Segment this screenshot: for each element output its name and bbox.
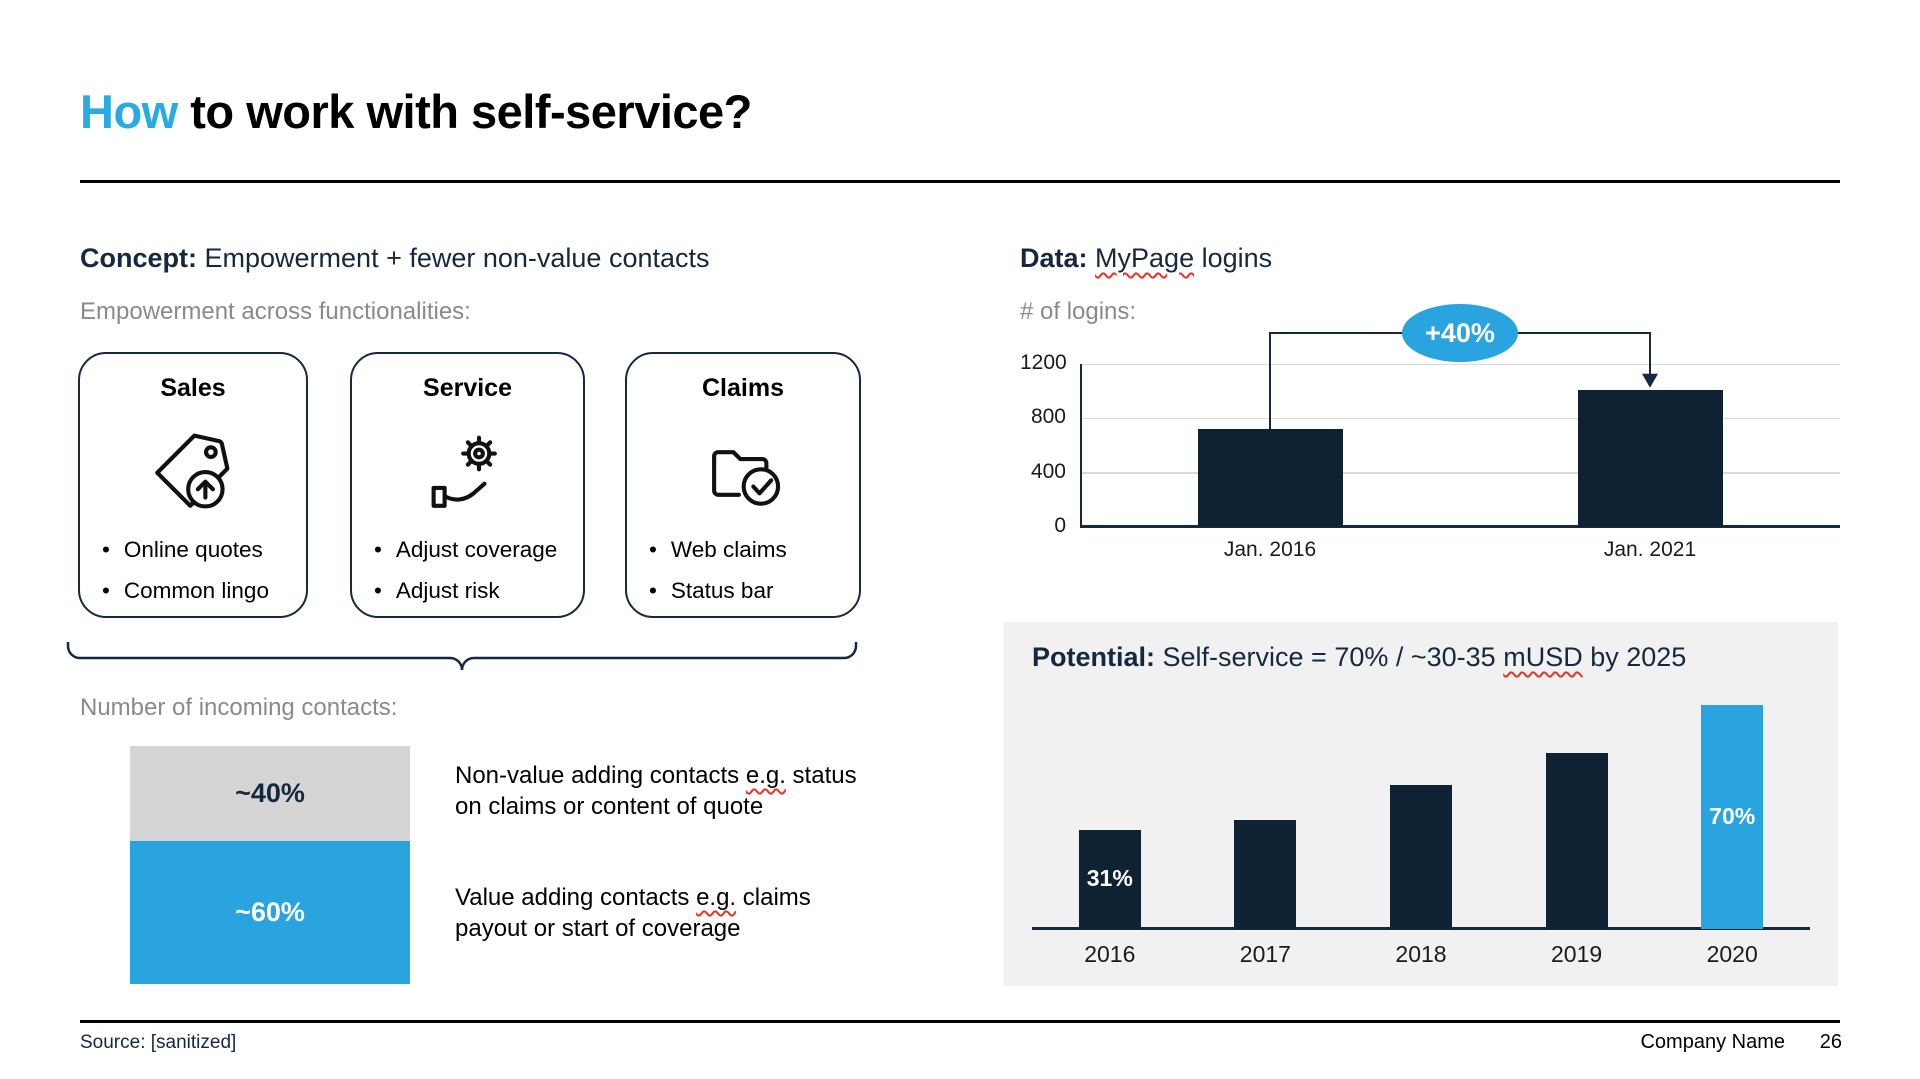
x-tick-label: 2020	[1706, 941, 1758, 967]
potential-heading: Potential: Self-service = 70% / ~30-35 m…	[1032, 642, 1686, 673]
text-segment: mUSD	[1503, 642, 1583, 672]
text-segment: e.g.	[696, 884, 737, 911]
potential-panel: Potential: Self-service = 70% / ~30-35 m…	[1004, 622, 1838, 986]
feature-bullet-list: Online quotes Common lingo	[102, 536, 298, 618]
bar-2017	[1234, 820, 1297, 929]
bullet-item: Online quotes	[102, 536, 298, 564]
company-name: Company Name	[1640, 1031, 1785, 1053]
logins-bar-chart: 0 400 800 1200 Jan. 2016 Jan. 2021 +40%	[1020, 300, 1840, 596]
text-segment: logins	[1194, 243, 1273, 273]
x-tick-label: 2019	[1551, 941, 1603, 967]
bar-value-label: 31%	[1086, 865, 1133, 892]
gridline	[1080, 417, 1840, 420]
data-heading: Data: MyPage logins	[1020, 243, 1272, 274]
text-segment: Data:	[1020, 243, 1088, 273]
value-contacts-description: Value adding contacts e.g. claims payout…	[455, 882, 885, 944]
hand-gear-icon	[352, 412, 583, 528]
title-divider	[80, 180, 1840, 183]
text-segment: Empowerment + fewer non-value contacts	[197, 243, 710, 273]
stacked-bar-segment: ~40%	[130, 746, 410, 842]
stacked-bar-segment: ~60%	[130, 841, 410, 984]
text-segment: Value adding contacts	[455, 884, 697, 911]
y-tick-label: 400	[1030, 459, 1066, 483]
feature-bullet-list: Web claims Status bar	[649, 536, 851, 618]
text-segment: Non-value adding contacts	[455, 762, 746, 789]
bullet-item: Web claims	[649, 536, 851, 564]
potential-bar-chart: 2016 2017 2018 2019 2020 31% 70%	[1004, 622, 1838, 986]
svg-text:+40%: +40%	[1425, 318, 1495, 348]
bar-value-label: 70%	[1709, 802, 1756, 829]
text-segment: Potential:	[1032, 642, 1156, 672]
bar-jan-2016	[1197, 429, 1343, 527]
feature-box-service: Service Adjust coverage Adjust risk	[350, 352, 585, 618]
bullet-item: Status bar	[649, 577, 851, 605]
bar-2019	[1545, 752, 1608, 929]
bar-2020	[1701, 704, 1764, 929]
x-tick-label: 2018	[1395, 941, 1447, 967]
footer-divider	[80, 1020, 1840, 1023]
gridline	[1080, 472, 1840, 474]
bar-jan-2021	[1577, 389, 1723, 527]
price-tag-arrow-up-icon	[80, 412, 306, 528]
text-segment: claims payout or start of coverage	[455, 884, 811, 942]
feature-box-title: Sales	[160, 374, 226, 402]
y-tick-label: 800	[1030, 405, 1066, 429]
slide-number: 26	[1819, 1031, 1842, 1053]
bar-2018	[1390, 784, 1452, 929]
bullet-item: Common lingo	[102, 577, 298, 605]
text-segment: to work with self-service?	[177, 85, 752, 138]
text-segment: How	[80, 85, 178, 138]
text-segment: status on claims or content of quote	[455, 762, 857, 820]
non-value-contacts-description: Non-value adding contacts e.g. status on…	[455, 760, 885, 822]
page-title: How to work with self-service?	[80, 84, 752, 139]
feature-box-sales: Sales Online quotes Common lingo	[78, 352, 308, 618]
text-segment	[1088, 243, 1096, 273]
feature-box-title: Service	[423, 374, 512, 402]
bar-2016	[1078, 829, 1141, 929]
contacts-stacked-bar: ~40% ~60%	[130, 746, 410, 984]
gridline	[1080, 363, 1840, 365]
text-segment: Concept:	[80, 243, 197, 273]
underbrace	[66, 642, 858, 671]
x-tick-label: 2016	[1084, 941, 1136, 967]
feature-bullet-list: Adjust coverage Adjust risk	[374, 536, 575, 618]
x-tick-label: 2017	[1239, 941, 1291, 967]
text-segment: Self-service = 70% / ~30-35	[1155, 642, 1504, 672]
logins-axis-label: # of logins:	[1020, 298, 1137, 325]
y-axis-line	[1080, 364, 1082, 527]
source-label: Source: [sanitized]	[80, 1032, 237, 1053]
y-tick-label: 0	[1054, 514, 1066, 537]
functionalities-label: Empowerment across functionalities:	[80, 298, 471, 325]
feature-box-claims: Claims Web claims Status bar	[625, 352, 861, 618]
bullet-item: Adjust coverage	[374, 536, 575, 564]
text-segment: by 2025	[1582, 642, 1687, 672]
text-segment: e.g.	[745, 762, 786, 789]
folder-check-icon	[627, 412, 859, 528]
x-tick-label: Jan. 2016	[1223, 538, 1317, 561]
concept-heading: Concept: Empowerment + fewer non-value c…	[80, 243, 710, 274]
feature-box-title: Claims	[702, 374, 784, 402]
y-tick-label: 1200	[1020, 351, 1067, 374]
x-tick-label: Jan. 2021	[1603, 538, 1697, 561]
bullet-item: Adjust risk	[374, 577, 575, 605]
x-axis-line	[1080, 525, 1840, 528]
text-segment: MyPage	[1095, 243, 1195, 273]
contacts-label: Number of incoming contacts:	[80, 694, 398, 721]
